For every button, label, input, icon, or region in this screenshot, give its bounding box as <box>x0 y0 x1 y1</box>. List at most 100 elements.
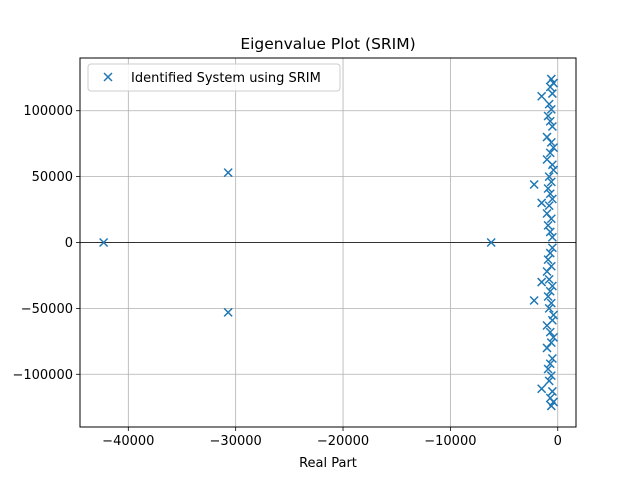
legend-marker-stroke <box>103 72 113 82</box>
data-point <box>544 172 554 182</box>
y-tick-label: 50000 <box>32 170 73 185</box>
data-point <box>543 292 553 302</box>
data-point-stroke <box>547 281 557 291</box>
data-point <box>545 227 555 237</box>
data-point-stroke <box>542 208 552 219</box>
data-point-stroke <box>544 99 554 109</box>
data-point-stroke <box>546 137 556 147</box>
y-tick-label: −100000 <box>12 368 73 383</box>
legend-label: Identified System using SRIM <box>131 71 321 86</box>
data-point-stroke <box>547 353 557 364</box>
data-point <box>546 137 556 147</box>
data-point <box>543 111 553 121</box>
data-point <box>547 121 557 132</box>
data-point-stroke <box>546 177 556 187</box>
x-tick-label: −20000 <box>317 434 369 449</box>
data-point-stroke <box>546 261 556 271</box>
data-point-stroke <box>537 198 547 208</box>
data-point <box>537 198 547 208</box>
data-point-stroke <box>99 237 109 248</box>
legend-box <box>87 63 341 92</box>
data-point-stroke <box>547 160 557 170</box>
data-point <box>543 220 553 230</box>
data-point <box>546 338 556 348</box>
data-point <box>546 214 556 224</box>
data-point <box>546 261 556 271</box>
data-point <box>544 201 554 211</box>
data-point <box>545 327 555 337</box>
data-point-stroke <box>544 303 554 313</box>
data-point <box>545 82 555 92</box>
data-point <box>545 248 555 258</box>
data-point-stroke <box>543 183 553 193</box>
data-point-stroke <box>543 364 553 374</box>
data-points-layer <box>99 74 558 411</box>
legend-marker-icon <box>103 72 113 82</box>
data-point-stroke <box>545 248 555 258</box>
data-point <box>547 281 557 291</box>
data-point <box>537 91 547 101</box>
data-point <box>547 386 557 396</box>
y-tick-label: −50000 <box>21 302 73 317</box>
data-point-stroke <box>546 74 556 84</box>
data-point-stroke <box>545 116 555 126</box>
data-point-stroke <box>545 82 555 92</box>
data-point <box>223 307 233 317</box>
data-point-stroke <box>542 132 552 142</box>
data-point <box>537 277 547 287</box>
x-tick-label: −30000 <box>210 434 262 449</box>
data-point <box>548 310 558 320</box>
data-point-stroke <box>544 376 554 386</box>
data-point <box>543 255 553 265</box>
data-point <box>544 376 554 386</box>
data-point-stroke <box>547 232 557 242</box>
data-point <box>545 148 555 158</box>
data-point-stroke <box>547 194 557 204</box>
data-point <box>543 183 553 193</box>
data-point <box>548 332 558 342</box>
data-point <box>486 237 496 248</box>
data-point <box>545 393 555 403</box>
data-point-stroke <box>223 168 233 178</box>
data-point-stroke <box>548 332 558 342</box>
y-tick-label: 100000 <box>23 104 73 119</box>
data-point-stroke <box>545 327 555 337</box>
x-tick-label: −10000 <box>424 434 476 449</box>
data-point <box>99 237 109 248</box>
data-point-stroke <box>545 286 555 296</box>
data-point-stroke <box>546 298 556 308</box>
data-point-stroke <box>547 243 557 253</box>
data-point-stroke <box>543 220 553 230</box>
x-tick-label: −40000 <box>102 434 154 449</box>
data-point-stroke <box>529 179 539 190</box>
data-point-stroke <box>529 295 539 306</box>
data-point-stroke <box>543 111 553 121</box>
data-point-stroke <box>546 214 556 224</box>
data-point-stroke <box>537 277 547 287</box>
data-point <box>529 295 539 306</box>
data-point <box>546 177 556 187</box>
data-point-stroke <box>486 237 496 248</box>
data-point-stroke <box>545 189 555 199</box>
data-point-stroke <box>545 148 555 158</box>
data-point <box>545 286 555 296</box>
legend: Identified System using SRIM <box>87 63 341 92</box>
data-point <box>547 353 557 364</box>
data-point <box>545 359 555 369</box>
y-tick-label: 0 <box>65 236 73 251</box>
data-point <box>544 99 554 109</box>
data-point-stroke <box>543 292 553 302</box>
data-point <box>547 232 557 242</box>
data-point-stroke <box>543 255 553 265</box>
data-point <box>547 243 557 253</box>
data-point-stroke <box>544 274 554 284</box>
data-point <box>544 274 554 284</box>
y-ticks: −100000 −50000 0 50000 100000 <box>12 104 80 383</box>
x-axis-label: Real Part <box>299 456 357 471</box>
data-point <box>548 165 558 175</box>
data-point-stroke <box>546 104 556 114</box>
x-ticks: −40000 −30000 −20000 −10000 0 <box>102 427 562 449</box>
data-point <box>546 298 556 308</box>
